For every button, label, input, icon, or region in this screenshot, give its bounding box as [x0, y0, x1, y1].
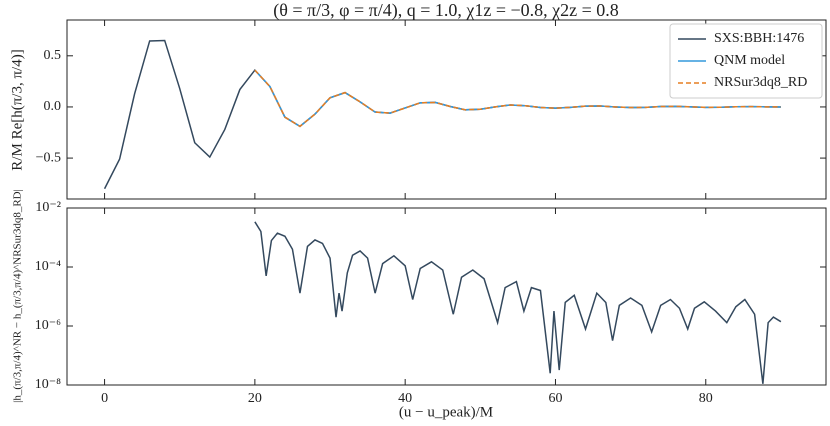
- y-axis-label: |h_(π/3,π/4)^NR − h_(π/3,π/4)^NRSur3dq8_…: [12, 189, 24, 403]
- y-tick-label: 10⁻²: [35, 200, 61, 215]
- x-tick-label: 60: [548, 391, 562, 406]
- legend-label: NRSur3dq8_RD: [714, 75, 807, 90]
- y-tick-label: 10⁻⁸: [35, 377, 61, 392]
- x-tick-label: 40: [398, 391, 412, 406]
- y-axis-label: R/M Re[h(π/3, π/4)]: [9, 49, 25, 170]
- x-tick-label: 20: [248, 391, 262, 406]
- legend-label: QNM model: [714, 53, 785, 68]
- x-tick-label: 80: [699, 391, 713, 406]
- legend-label: SXS:BBH:1476: [714, 31, 804, 46]
- chart-title: (θ = π/3, φ = π/4), q = 1.0, χ1z = −0.8,…: [273, 0, 619, 21]
- legend-box: [669, 23, 823, 99]
- y-tick-label: −0.5: [36, 150, 61, 165]
- series-line: [254, 221, 782, 384]
- y-tick-label: 0.0: [44, 99, 62, 114]
- x-axis-label: (u − u_peak)/M: [399, 404, 493, 420]
- series-line: [254, 69, 781, 128]
- top-axes-frame: [66, 19, 827, 200]
- bottom-axes-frame: [66, 207, 827, 386]
- y-tick-label: 10⁻⁶: [35, 318, 61, 333]
- y-tick-label: 0.5: [44, 48, 62, 63]
- y-tick-label: 10⁻⁴: [35, 259, 61, 274]
- x-tick-label: 0: [101, 391, 108, 406]
